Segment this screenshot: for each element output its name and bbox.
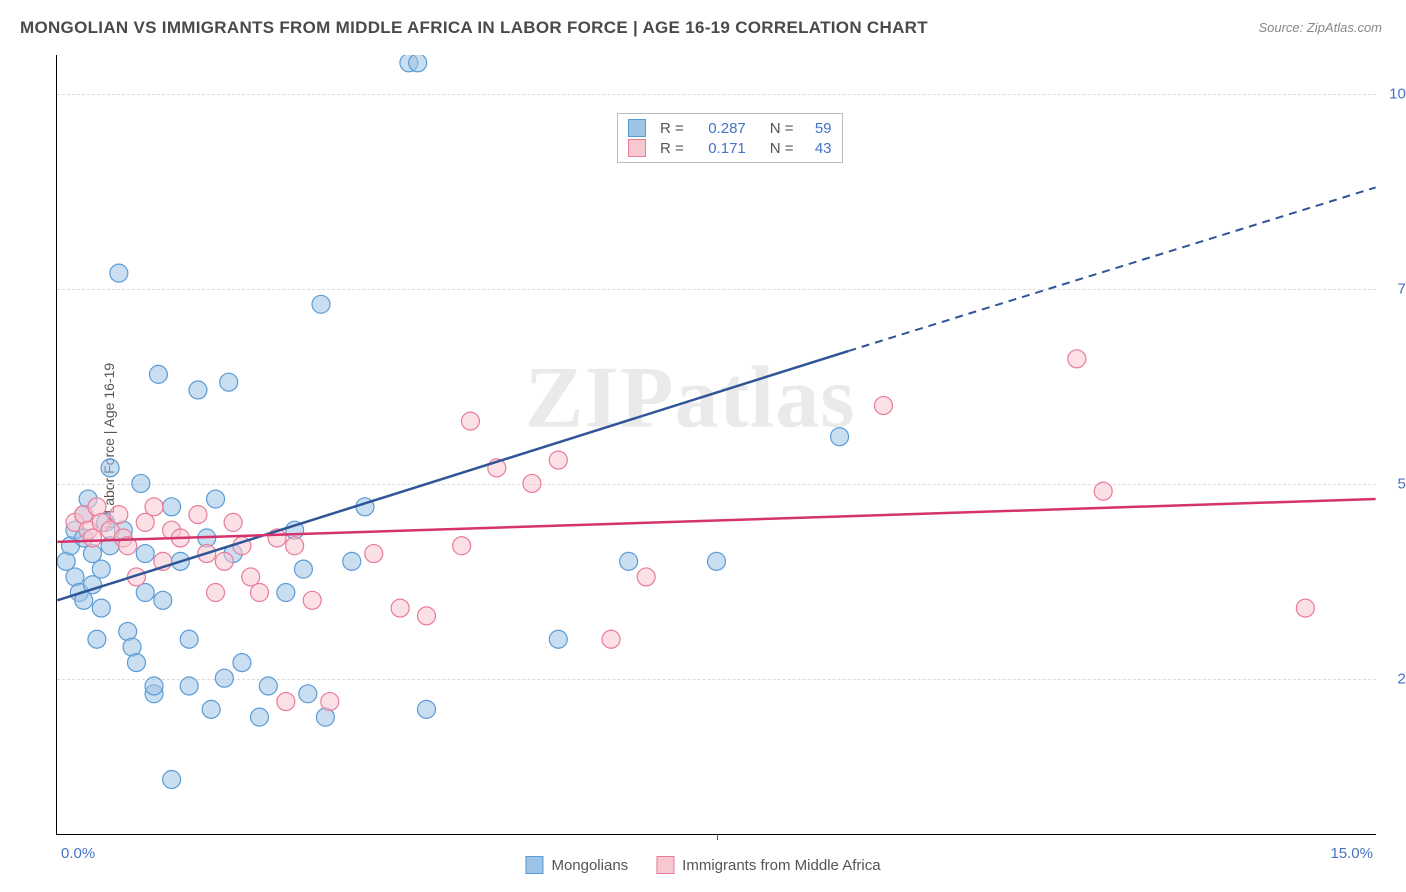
data-point xyxy=(343,552,361,570)
data-point xyxy=(224,513,242,531)
data-point xyxy=(145,677,163,695)
trend-line xyxy=(57,351,848,600)
data-point xyxy=(637,568,655,586)
series-legend: Mongolians Immigrants from Middle Africa xyxy=(517,856,888,874)
plot-area: ZIPatlas 25.0%50.0%75.0%100.0% 0.0%15.0%… xyxy=(56,55,1376,835)
data-point xyxy=(110,506,128,524)
data-point xyxy=(136,584,154,602)
data-point xyxy=(549,630,567,648)
r-label: R = xyxy=(660,140,684,157)
source-label: Source: ZipAtlas.com xyxy=(1258,20,1382,35)
chart-container: MONGOLIAN VS IMMIGRANTS FROM MIDDLE AFRI… xyxy=(0,0,1406,892)
data-point xyxy=(220,373,238,391)
legend-swatch-2 xyxy=(628,139,646,157)
data-point xyxy=(286,537,304,555)
data-point xyxy=(101,459,119,477)
y-tick-label: 100.0% xyxy=(1380,86,1406,103)
legend-swatch-1 xyxy=(628,119,646,137)
data-point xyxy=(708,552,726,570)
data-point xyxy=(417,700,435,718)
data-point xyxy=(1068,350,1086,368)
legend-swatch-icon xyxy=(656,856,674,874)
chart-title: MONGOLIAN VS IMMIGRANTS FROM MIDDLE AFRI… xyxy=(20,18,928,38)
data-point xyxy=(874,397,892,415)
data-point xyxy=(299,685,317,703)
data-point xyxy=(523,474,541,492)
data-point xyxy=(207,490,225,508)
data-point xyxy=(303,591,321,609)
data-point xyxy=(277,693,295,711)
data-point xyxy=(136,545,154,563)
y-tick-label: 50.0% xyxy=(1380,476,1406,493)
data-point xyxy=(321,693,339,711)
scatter-svg xyxy=(57,55,1376,834)
correlation-legend: R = 0.287 N = 59 R = 0.171 N = 43 xyxy=(617,113,843,163)
data-point xyxy=(391,599,409,617)
trend-line xyxy=(57,499,1375,542)
data-point xyxy=(84,529,102,547)
legend-item-1: Mongolians xyxy=(525,856,628,874)
legend-swatch-icon xyxy=(525,856,543,874)
data-point xyxy=(215,669,233,687)
legend-item-2: Immigrants from Middle Africa xyxy=(656,856,880,874)
y-tick-label: 25.0% xyxy=(1380,671,1406,688)
data-point xyxy=(233,654,251,672)
data-point xyxy=(92,599,110,617)
data-point xyxy=(180,677,198,695)
data-point xyxy=(189,381,207,399)
data-point xyxy=(250,708,268,726)
data-point xyxy=(259,677,277,695)
data-point xyxy=(294,560,312,578)
data-point xyxy=(409,55,427,72)
n-value-2: 43 xyxy=(804,140,832,157)
data-point xyxy=(207,584,225,602)
data-point xyxy=(110,264,128,282)
data-point xyxy=(242,568,260,586)
data-point xyxy=(461,412,479,430)
data-point xyxy=(312,295,330,313)
data-point xyxy=(202,700,220,718)
x-tick-mark xyxy=(717,834,718,840)
data-point xyxy=(277,584,295,602)
legend-row-series-1: R = 0.287 N = 59 xyxy=(628,118,832,138)
n-value-1: 59 xyxy=(804,120,832,137)
legend-row-series-2: R = 0.171 N = 43 xyxy=(628,138,832,158)
x-tick-label: 15.0% xyxy=(1330,845,1373,862)
data-point xyxy=(365,545,383,563)
data-point xyxy=(189,506,207,524)
data-point xyxy=(145,498,163,516)
n-label: N = xyxy=(770,140,794,157)
data-point xyxy=(132,474,150,492)
data-point xyxy=(453,537,471,555)
data-point xyxy=(127,654,145,672)
n-label: N = xyxy=(770,120,794,137)
trend-line-extrapolated xyxy=(848,187,1375,351)
data-point xyxy=(163,498,181,516)
r-value-1: 0.287 xyxy=(694,120,746,137)
legend-label-1: Mongolians xyxy=(551,857,628,874)
data-point xyxy=(1094,482,1112,500)
data-point xyxy=(215,552,233,570)
data-point xyxy=(549,451,567,469)
data-point xyxy=(620,552,638,570)
y-tick-label: 75.0% xyxy=(1380,281,1406,298)
data-point xyxy=(149,365,167,383)
r-value-2: 0.171 xyxy=(694,140,746,157)
x-tick-label: 0.0% xyxy=(61,845,95,862)
data-point xyxy=(92,560,110,578)
data-point xyxy=(136,513,154,531)
data-point xyxy=(154,591,172,609)
data-point xyxy=(163,770,181,788)
data-point xyxy=(250,584,268,602)
data-point xyxy=(1296,599,1314,617)
data-point xyxy=(417,607,435,625)
data-point xyxy=(180,630,198,648)
data-point xyxy=(88,630,106,648)
r-label: R = xyxy=(660,120,684,137)
data-point xyxy=(602,630,620,648)
legend-label-2: Immigrants from Middle Africa xyxy=(682,857,880,874)
data-point xyxy=(831,428,849,446)
